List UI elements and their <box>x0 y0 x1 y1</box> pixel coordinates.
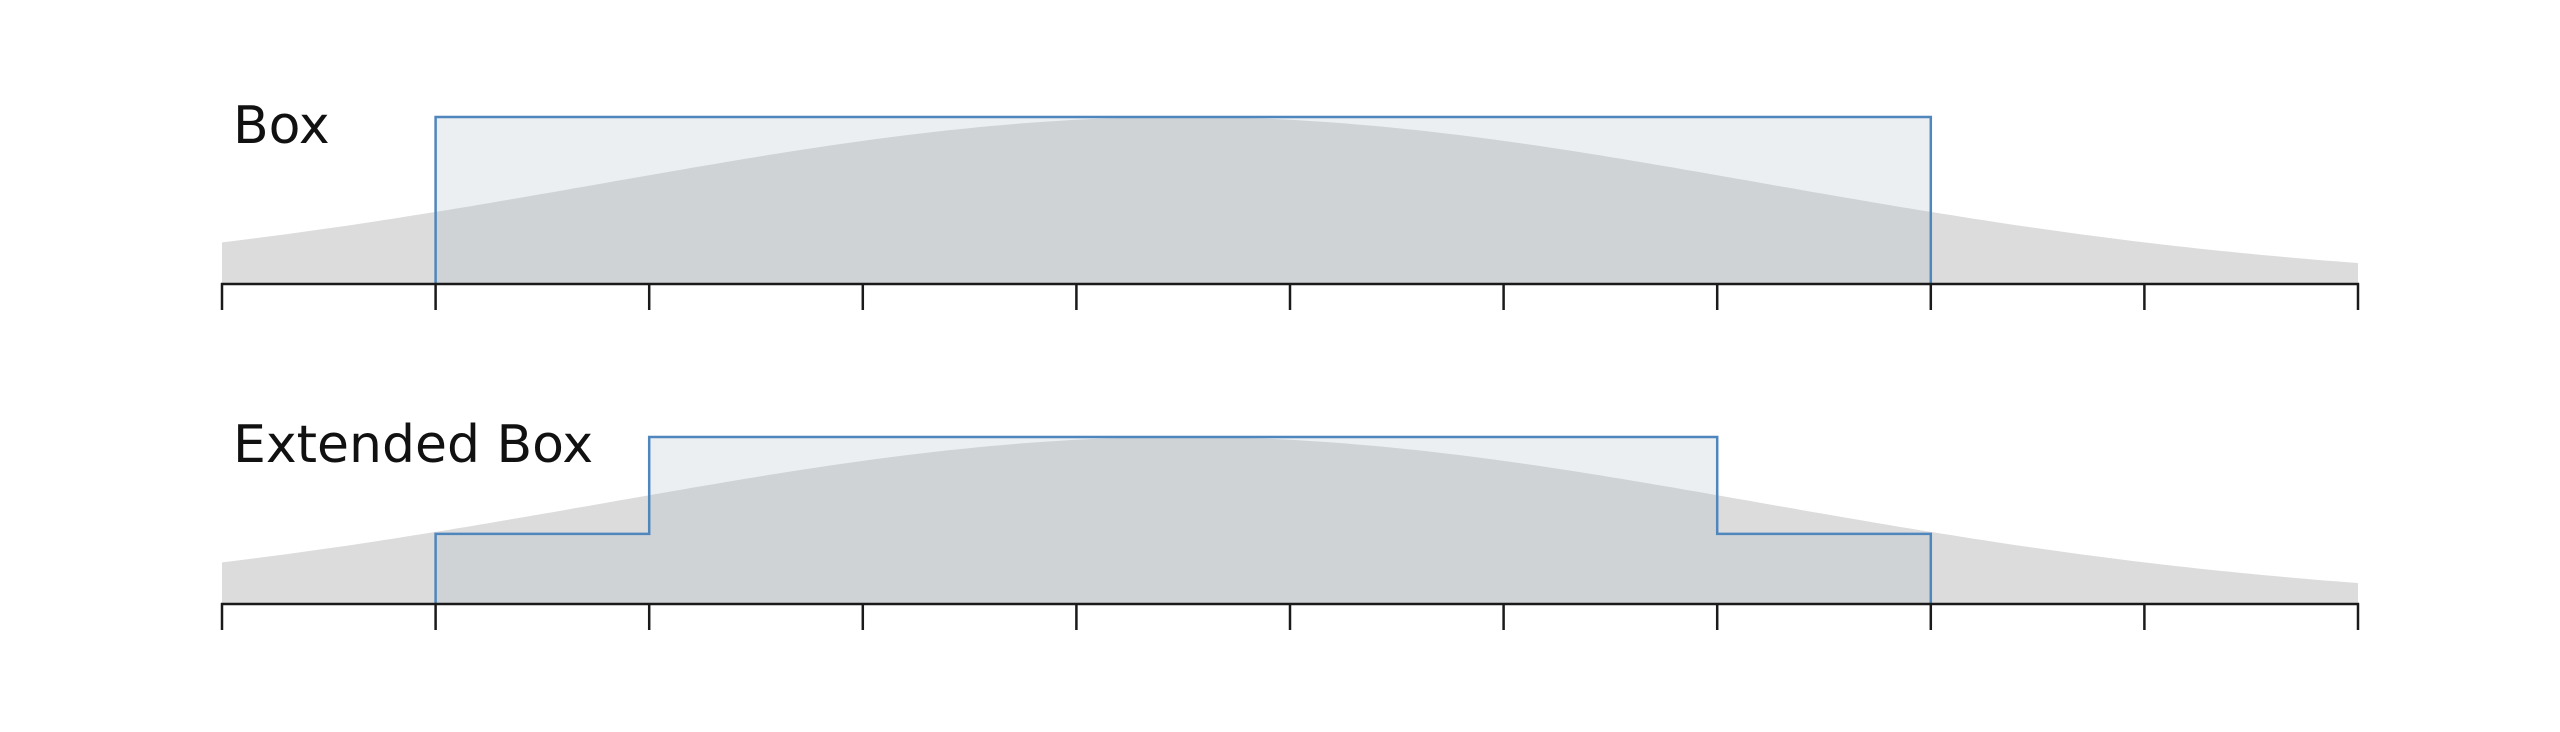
box-panel: Box <box>220 96 2360 310</box>
kernel-outline <box>434 115 1933 284</box>
kernel-outline <box>434 435 1933 604</box>
kernel-fill-area <box>435 437 1931 604</box>
extended-box-panel-label: Extended Box <box>233 415 593 475</box>
x-axis <box>220 282 2360 310</box>
gaussian-curve-area <box>222 437 2358 604</box>
gaussian-curve-area <box>222 117 2358 284</box>
kernel-fill-area <box>435 117 1931 284</box>
extended-box-kernel <box>434 435 1933 604</box>
box-panel-label: Box <box>233 96 330 156</box>
box-kernel <box>434 115 1933 284</box>
extended-box-panel: Extended Box <box>220 415 2360 630</box>
x-axis <box>220 602 2360 630</box>
